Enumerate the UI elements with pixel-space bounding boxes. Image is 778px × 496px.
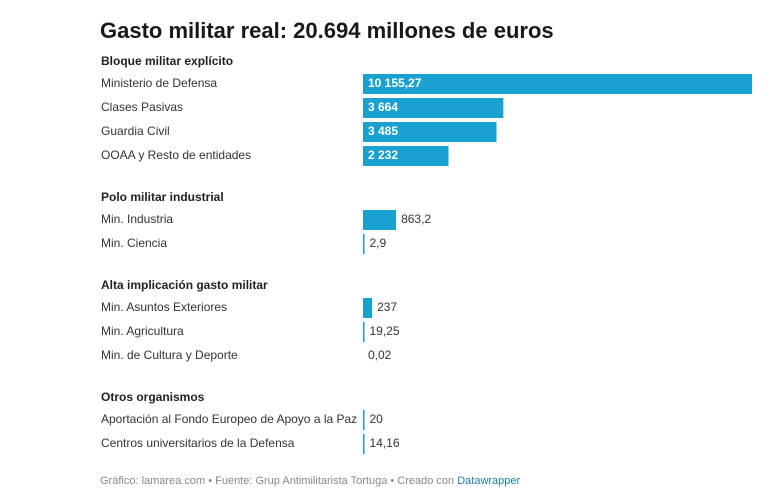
bar-value-label: 19,25: [370, 324, 400, 338]
datawrapper-link[interactable]: Datawrapper: [457, 475, 521, 487]
bar-category-label: Min. Asuntos Exteriores: [101, 300, 227, 314]
bar: [363, 234, 365, 254]
bar-value-label: 237: [377, 300, 397, 314]
bar-category-label: Aportación al Fondo Europeo de Apoyo a l…: [101, 412, 357, 426]
bar-category-label: Min. de Cultura y Deporte: [101, 348, 238, 362]
group-header: Otros organismos: [101, 390, 205, 404]
bar-value-label: 2,9: [370, 236, 387, 250]
footer-credits: Gráfico: lamarea.com • Fuente: Grup Anti…: [100, 475, 458, 487]
bar-category-label: OOAA y Resto de entidades: [101, 148, 251, 162]
bar-category-label: Min. Industria: [101, 212, 173, 226]
bar-value-label: 14,16: [370, 436, 400, 450]
chart-footer: Gráfico: lamarea.com • Fuente: Grup Anti…: [100, 475, 520, 487]
group-header: Alta implicación gasto militar: [101, 278, 268, 292]
bar: [363, 122, 497, 142]
bar-value-label: 2 232: [368, 148, 398, 162]
bar: [363, 74, 752, 94]
bar: [363, 210, 397, 230]
bar-value-label: 10 155,27: [368, 76, 422, 90]
bar: [363, 98, 504, 118]
bar-value-label: 0,02: [368, 348, 392, 362]
bar-category-label: Ministerio de Defensa: [101, 76, 217, 90]
bar-value-label: 3 664: [368, 100, 398, 114]
chart-title: Gasto militar real: 20.694 millones de e…: [100, 18, 554, 43]
group-header: Polo militar industrial: [101, 190, 224, 204]
bar-value-label: 3 485: [368, 124, 398, 138]
bar-category-label: Clases Pasivas: [101, 100, 183, 114]
bar: [363, 410, 365, 430]
bar: [363, 146, 449, 166]
bar-category-label: Centros universitarios de la Defensa: [101, 436, 295, 450]
bar-category-label: Min. Agricultura: [101, 324, 184, 338]
bar: [363, 434, 365, 454]
group-header: Bloque militar explícito: [101, 54, 233, 68]
bar-category-label: Guardia Civil: [101, 124, 170, 138]
bar-value-label: 863,2: [401, 212, 431, 226]
bar: [363, 322, 365, 342]
bar: [363, 298, 373, 318]
bar-category-label: Min. Ciencia: [101, 236, 167, 250]
bar-value-label: 20: [370, 412, 384, 426]
